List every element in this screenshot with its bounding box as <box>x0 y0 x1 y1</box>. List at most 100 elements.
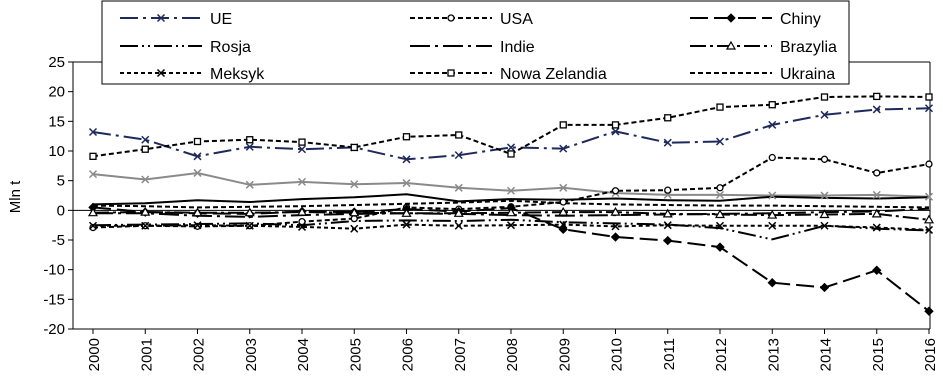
series-marker-7 <box>193 137 202 146</box>
unlabeled-series-marker-0 <box>872 190 881 199</box>
series-marker-6 <box>141 221 150 230</box>
x-tick-label: 2006 <box>400 338 417 371</box>
y-tick-label: -15 <box>43 291 65 308</box>
series-line-4 <box>93 207 930 218</box>
x-tick-label: 2008 <box>504 338 521 371</box>
series-marker-0 <box>768 120 777 129</box>
unlabeled-series-marker-0 <box>88 170 98 179</box>
unlabeled-series-marker-0 <box>193 168 202 177</box>
series-marker-6 <box>715 221 725 230</box>
unlabeled-series-marker-0 <box>559 183 568 192</box>
y-tick-label: 0 <box>57 202 65 219</box>
series-marker-0 <box>559 144 568 153</box>
series-marker-6 <box>611 222 620 231</box>
series-marker-1 <box>559 198 567 206</box>
legend-marker <box>725 40 737 50</box>
series-marker-0 <box>454 151 463 160</box>
series-marker-6 <box>88 221 98 230</box>
series-marker-0 <box>193 152 202 161</box>
legend-label: Nowa Zelandia <box>500 66 607 83</box>
legend-box <box>101 0 850 85</box>
series-marker-7 <box>402 133 411 141</box>
x-tick-label: 2010 <box>609 338 626 371</box>
series-marker-2 <box>767 278 777 288</box>
unlabeled-series-marker-0 <box>245 180 254 189</box>
series-marker-1 <box>611 187 620 195</box>
x-tick-label: 2005 <box>347 338 364 371</box>
series-marker-5 <box>767 209 778 219</box>
series-marker-5 <box>349 207 360 217</box>
legend-label: Meksyk <box>210 66 265 83</box>
x-tick-label: 2016 <box>922 338 939 371</box>
series-marker-2 <box>872 265 882 275</box>
series-marker-7 <box>716 103 724 111</box>
series-marker-6 <box>402 220 411 229</box>
legend-marker <box>156 68 166 78</box>
series-marker-2 <box>663 235 673 246</box>
y-tick-label: 5 <box>57 173 65 190</box>
series-marker-6 <box>820 221 829 230</box>
x-tick-label: 2007 <box>452 338 469 371</box>
legend-label: Ukraina <box>780 66 835 83</box>
series-marker-5 <box>505 207 517 217</box>
series-marker-0 <box>872 105 881 114</box>
series-marker-7 <box>820 93 829 101</box>
series-marker-2 <box>610 232 621 242</box>
unlabeled-series-marker-0 <box>402 179 411 188</box>
unlabeled-series-marker-0 <box>820 191 829 200</box>
unlabeled-series-line-1 <box>92 193 930 206</box>
series-marker-7 <box>664 114 672 122</box>
series-marker-7 <box>89 152 97 160</box>
series-line-6 <box>93 223 930 231</box>
legend-label: Chiny <box>780 11 821 28</box>
series-marker-1 <box>89 223 97 232</box>
series-marker-5 <box>453 208 464 217</box>
legend-label: UE <box>210 11 232 28</box>
x-tick-label: 2011 <box>661 338 678 370</box>
x-tick-label: 2002 <box>191 338 208 371</box>
series-marker-5 <box>558 206 569 216</box>
series-markers <box>87 92 935 316</box>
series-marker-7 <box>925 93 933 101</box>
series-marker-7 <box>141 145 149 153</box>
legend-marker <box>447 14 455 22</box>
series-marker-7 <box>611 121 620 129</box>
y-tick-label: 15 <box>48 113 65 130</box>
series-marker-1 <box>873 169 881 177</box>
series-marker-1 <box>820 155 829 163</box>
unlabeled-series-marker-0 <box>924 192 934 201</box>
series-marker-6 <box>193 221 202 230</box>
x-tick-label: 2014 <box>818 338 835 371</box>
series-marker-5 <box>714 209 726 219</box>
series-marker-6 <box>872 223 881 232</box>
series-marker-7 <box>298 138 306 146</box>
series-marker-5 <box>140 206 151 216</box>
series-marker-0 <box>402 155 411 164</box>
unlabeled-series-marker-0 <box>768 191 777 200</box>
x-tick-label: 2003 <box>243 338 260 371</box>
series-marker-7 <box>455 131 463 139</box>
series-marker-5 <box>923 214 935 224</box>
series-marker-0 <box>611 127 620 136</box>
series-marker-2 <box>819 282 830 293</box>
unlabeled-series-marker-0 <box>350 180 359 189</box>
series-marker-5 <box>662 208 673 218</box>
x-tick-label: 2004 <box>295 338 312 371</box>
series-marker-1 <box>664 186 672 194</box>
series-marker-6 <box>350 224 359 233</box>
series-marker-5 <box>871 208 882 218</box>
y-tick-label: -20 <box>43 321 65 338</box>
series-marker-7 <box>768 101 776 109</box>
unlabeled-series-marker-0 <box>506 186 516 195</box>
legend-marker <box>726 13 736 23</box>
series-marker-0 <box>820 110 829 119</box>
series-line-7 <box>92 95 930 158</box>
series-marker-6 <box>297 222 307 231</box>
y-tick-label: 20 <box>48 84 65 101</box>
series-marker-0 <box>88 127 98 137</box>
x-tick-label: 2015 <box>870 338 887 371</box>
series-marker-7 <box>350 143 358 152</box>
series-line-8 <box>92 199 930 209</box>
unlabeled-series-marker-0 <box>297 177 307 186</box>
